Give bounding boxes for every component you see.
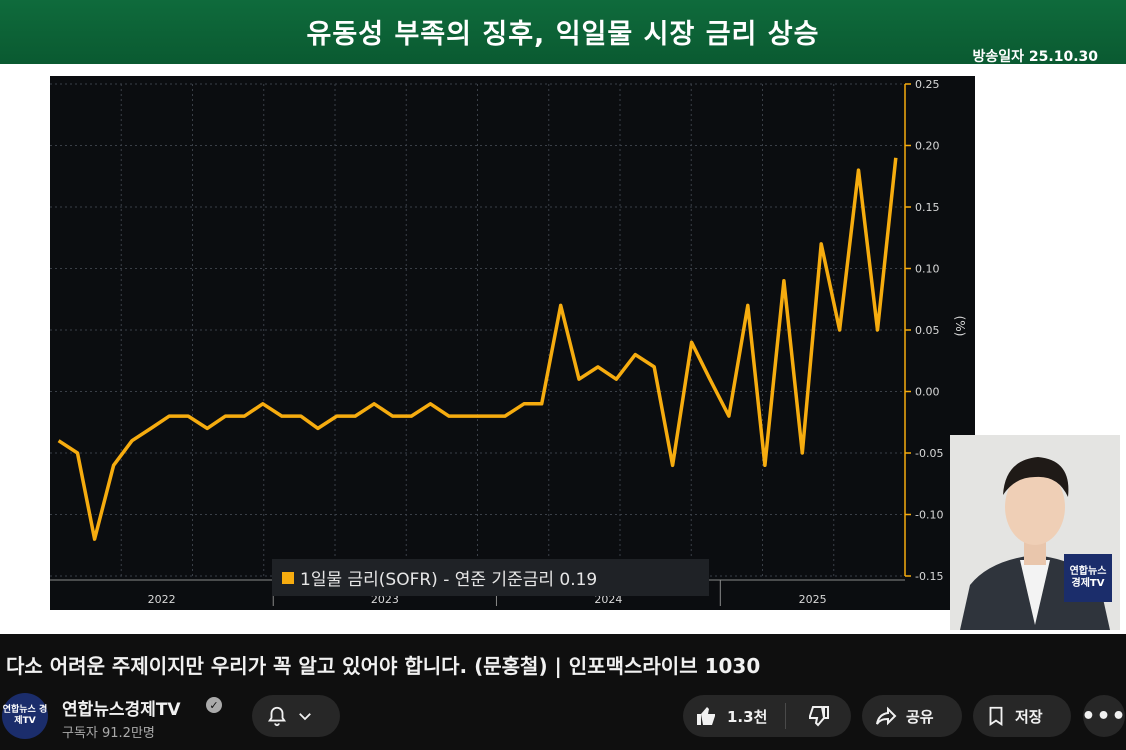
title-banner: 유동성 부족의 징후, 익일물 시장 금리 상승 방송일자 25.10.30	[0, 0, 1126, 65]
y-tick-label: -0.15	[915, 570, 943, 583]
x-tick-label: 2023	[371, 593, 399, 606]
x-tick-label: 2024	[594, 593, 622, 606]
x-tick-label: 2022	[148, 593, 176, 606]
chart-canvas: 0.25 0.20 0.15 0.10 0.05 0.00 -0.05 -0.10 -0.15 (…	[50, 78, 967, 606]
channel-logo-overlay: 연합뉴스 경제TV	[1064, 554, 1112, 602]
dislike-button[interactable]	[786, 695, 850, 737]
sofr-chart: 0.25 0.20 0.15 0.10 0.05 0.00 -0.05 -0.10 -0.15 (…	[50, 76, 975, 610]
broadcast-date: 방송일자 25.10.30	[972, 49, 1098, 65]
more-dots-icon: •••	[1081, 703, 1126, 729]
banner-title: 유동성 부족의 징후, 익일물 시장 금리 상승	[306, 19, 820, 50]
like-dislike-group: 1.3천	[683, 695, 851, 737]
y-tick-label: 0.00	[915, 386, 940, 399]
subscriber-count: 구독자 91.2만명	[62, 726, 155, 741]
video-title: 다소 어려운 주제이지만 우리가 꼭 알고 있어야 합니다. (문홍철) | 인…	[6, 654, 761, 678]
notification-bell-button[interactable]	[252, 695, 340, 737]
like-button[interactable]: 1.3천	[683, 695, 785, 737]
y-tick-label: 0.10	[915, 263, 940, 276]
channel-name[interactable]: 연합뉴스경제TV	[62, 700, 181, 720]
bell-icon	[267, 706, 287, 727]
chevron-down-icon	[299, 713, 311, 721]
share-label: 공유	[906, 707, 934, 726]
legend-swatch	[282, 571, 294, 584]
y-tick-label: 0.20	[915, 140, 940, 153]
y-unit-label: (%)	[953, 316, 967, 337]
more-options-button[interactable]: •••	[1081, 695, 1126, 737]
y-tick-label: 0.15	[915, 201, 940, 214]
save-button[interactable]: 저장	[973, 695, 1071, 737]
share-arrow-icon	[876, 706, 897, 726]
legend-label: 1일물 금리(SOFR) - 연준 기준금리 0.19	[300, 570, 598, 590]
sofr-spread-series-line	[57, 157, 898, 541]
check-circle-icon: ✓	[206, 697, 222, 713]
thumbs-down-icon	[809, 706, 829, 727]
save-label: 저장	[1015, 707, 1043, 726]
bookmark-icon	[989, 706, 1003, 726]
y-tick-label: 0.25	[915, 78, 940, 91]
y-tick-label: 0.05	[915, 324, 940, 337]
x-tick-label: 2025	[799, 593, 827, 606]
like-count: 1.3천	[727, 707, 768, 726]
like-divider	[785, 703, 786, 729]
y-tick-label: -0.05	[915, 447, 943, 460]
video-player[interactable]: 유동성 부족의 징후, 익일물 시장 금리 상승 방송일자 25.10.30 0…	[0, 0, 1126, 634]
thumbs-up-icon	[697, 707, 715, 725]
chart-legend: 1일물 금리(SOFR) - 연준 기준금리 0.19	[272, 559, 709, 596]
y-tick-label: -0.10	[915, 509, 943, 522]
share-button[interactable]: 공유	[862, 695, 962, 737]
presenter-video: 연합뉴스 경제TV	[950, 435, 1120, 630]
channel-avatar[interactable]: 연합뉴스 경제TV	[2, 693, 48, 739]
